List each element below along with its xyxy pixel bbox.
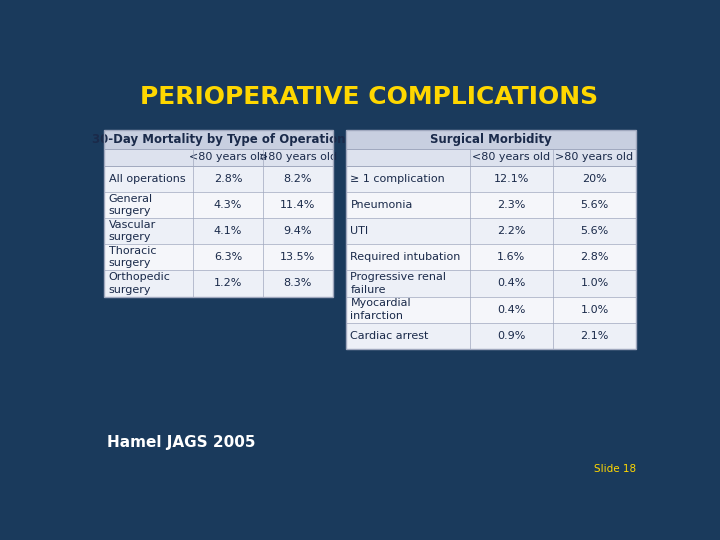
Bar <box>104 130 333 148</box>
Text: >80 years old: >80 years old <box>258 152 337 162</box>
Text: 30-Day Mortality by Type of Operation: 30-Day Mortality by Type of Operation <box>91 133 345 146</box>
Text: Orthopedic
surgery: Orthopedic surgery <box>109 272 171 295</box>
Text: 1.6%: 1.6% <box>497 252 526 262</box>
Text: Required intubation: Required intubation <box>351 252 461 262</box>
Text: Myocardial
infarction: Myocardial infarction <box>351 299 411 321</box>
Bar <box>346 192 636 218</box>
Text: Hamel JAGS 2005: Hamel JAGS 2005 <box>107 435 256 450</box>
Text: All operations: All operations <box>109 174 185 184</box>
Bar <box>104 130 333 296</box>
Text: 9.4%: 9.4% <box>284 226 312 236</box>
Text: Thoracic
surgery: Thoracic surgery <box>109 246 156 268</box>
Text: Vascular
surgery: Vascular surgery <box>109 220 156 242</box>
Bar <box>104 271 333 296</box>
Text: 5.6%: 5.6% <box>580 200 608 210</box>
Bar <box>346 130 636 349</box>
Bar <box>346 296 636 323</box>
Bar <box>346 271 636 296</box>
Text: 12.1%: 12.1% <box>493 174 529 184</box>
Text: 8.3%: 8.3% <box>284 279 312 288</box>
Text: Cardiac arrest: Cardiac arrest <box>351 331 429 341</box>
Text: 1.0%: 1.0% <box>580 305 608 315</box>
Text: ≥ 1 complication: ≥ 1 complication <box>351 174 445 184</box>
Text: 2.8%: 2.8% <box>214 174 242 184</box>
Text: 2.1%: 2.1% <box>580 331 608 341</box>
Bar <box>104 244 333 271</box>
Text: 1.2%: 1.2% <box>214 279 242 288</box>
Text: 0.9%: 0.9% <box>497 331 526 341</box>
Text: 6.3%: 6.3% <box>214 252 242 262</box>
Bar <box>104 166 333 192</box>
Text: 8.2%: 8.2% <box>284 174 312 184</box>
Bar <box>346 130 636 148</box>
Bar <box>346 166 636 192</box>
Text: 2.3%: 2.3% <box>497 200 526 210</box>
Bar <box>104 218 333 244</box>
Text: 4.3%: 4.3% <box>214 200 242 210</box>
Text: PERIOPERATIVE COMPLICATIONS: PERIOPERATIVE COMPLICATIONS <box>140 85 598 109</box>
Bar <box>346 130 636 349</box>
Text: 20%: 20% <box>582 174 607 184</box>
Text: 2.8%: 2.8% <box>580 252 609 262</box>
Text: 0.4%: 0.4% <box>497 279 526 288</box>
Bar <box>104 148 333 166</box>
Text: 5.6%: 5.6% <box>580 226 608 236</box>
Text: <80 years old: <80 years old <box>472 152 550 162</box>
Text: 13.5%: 13.5% <box>280 252 315 262</box>
Text: 2.2%: 2.2% <box>497 226 526 236</box>
Text: >80 years old: >80 years old <box>555 152 634 162</box>
Text: 1.0%: 1.0% <box>580 279 608 288</box>
Text: 11.4%: 11.4% <box>280 200 315 210</box>
Text: Surgical Morbidity: Surgical Morbidity <box>430 133 552 146</box>
Text: UTI: UTI <box>351 226 369 236</box>
Text: <80 years old: <80 years old <box>189 152 267 162</box>
Text: Slide 18: Slide 18 <box>594 464 636 474</box>
Bar <box>104 192 333 218</box>
Text: 4.1%: 4.1% <box>214 226 242 236</box>
Text: General
surgery: General surgery <box>109 194 153 216</box>
Text: 0.4%: 0.4% <box>497 305 526 315</box>
Bar <box>346 218 636 244</box>
Text: Pneumonia: Pneumonia <box>351 200 413 210</box>
Text: Progressive renal
failure: Progressive renal failure <box>351 272 446 295</box>
Bar <box>346 148 636 166</box>
Bar <box>346 244 636 271</box>
Bar <box>104 130 333 296</box>
Bar <box>346 323 636 349</box>
